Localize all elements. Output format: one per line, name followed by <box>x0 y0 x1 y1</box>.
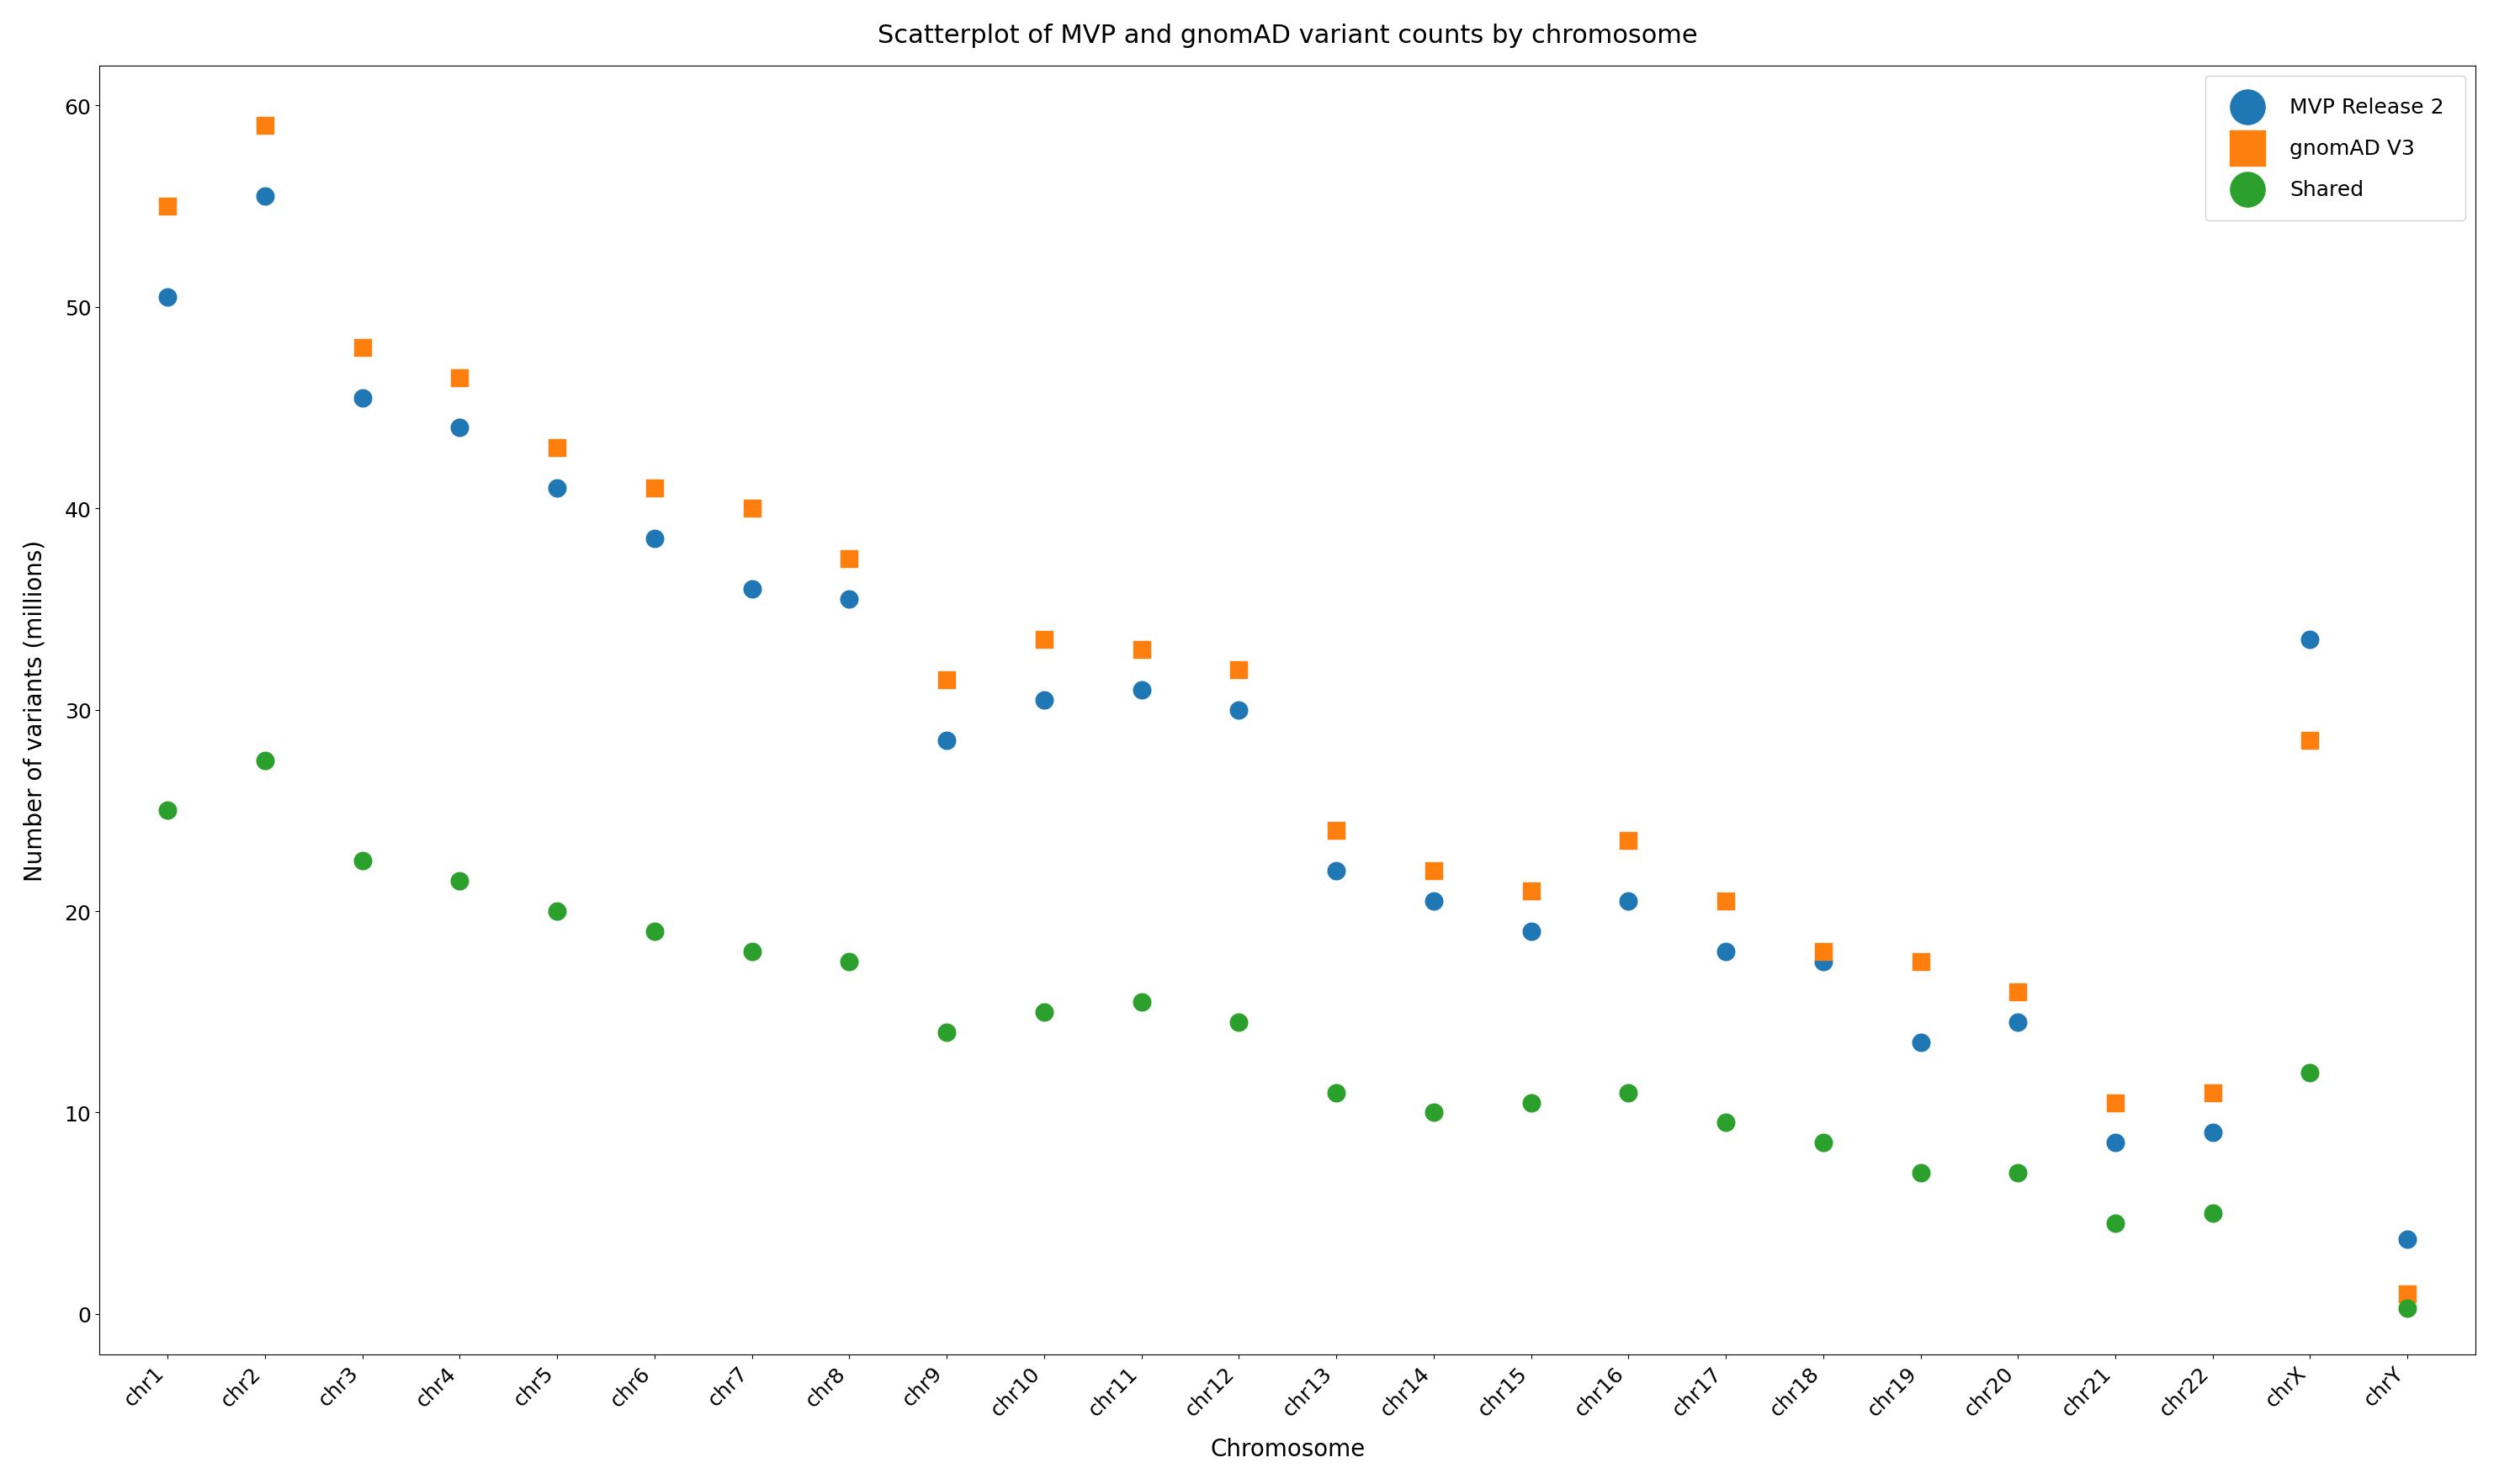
Shared <box>1025 1000 1065 1024</box>
MVP Release 2 <box>1804 950 1844 974</box>
MVP Release 2 <box>1902 1030 1942 1054</box>
gnomAD V3 <box>245 114 285 138</box>
MVP Release 2 <box>1122 678 1162 702</box>
gnomAD V3 <box>1025 628 1065 651</box>
MVP Release 2 <box>2387 1227 2427 1251</box>
Shared <box>1997 1162 2037 1186</box>
Shared <box>1122 990 1162 1014</box>
gnomAD V3 <box>927 668 967 692</box>
Shared <box>830 950 870 974</box>
MVP Release 2 <box>342 386 382 410</box>
Shared <box>2192 1202 2232 1226</box>
Shared <box>1609 1080 1649 1104</box>
Shared <box>2289 1061 2329 1085</box>
gnomAD V3 <box>1317 819 1357 843</box>
Y-axis label: Number of variants (millions): Number of variants (millions) <box>22 540 47 881</box>
MVP Release 2 <box>2289 628 2329 651</box>
MVP Release 2 <box>830 588 870 611</box>
MVP Release 2 <box>440 417 480 441</box>
Shared <box>1512 1091 1552 1114</box>
gnomAD V3 <box>1220 657 1259 681</box>
MVP Release 2 <box>147 285 187 309</box>
Legend: MVP Release 2, gnomAD V3, Shared: MVP Release 2, gnomAD V3, Shared <box>2207 77 2464 221</box>
MVP Release 2 <box>245 186 285 209</box>
gnomAD V3 <box>830 548 870 571</box>
gnomAD V3 <box>2289 729 2329 752</box>
MVP Release 2 <box>2192 1120 2232 1144</box>
MVP Release 2 <box>1414 889 1454 913</box>
gnomAD V3 <box>732 497 772 521</box>
Shared <box>537 899 577 923</box>
Shared <box>1902 1162 1942 1186</box>
Shared <box>2387 1296 2427 1319</box>
Shared <box>1414 1101 1454 1125</box>
MVP Release 2 <box>1220 699 1259 723</box>
gnomAD V3 <box>635 476 675 500</box>
MVP Release 2 <box>927 729 967 752</box>
MVP Release 2 <box>1997 1011 2037 1034</box>
gnomAD V3 <box>440 367 480 390</box>
gnomAD V3 <box>1122 638 1162 662</box>
gnomAD V3 <box>537 436 577 460</box>
gnomAD V3 <box>2387 1282 2427 1306</box>
Shared <box>1804 1131 1844 1155</box>
Shared <box>147 798 187 822</box>
Shared <box>1220 1011 1259 1034</box>
Shared <box>440 870 480 893</box>
Shared <box>245 748 285 772</box>
gnomAD V3 <box>1902 950 1942 974</box>
gnomAD V3 <box>342 335 382 359</box>
Shared <box>1707 1112 1747 1135</box>
MVP Release 2 <box>635 527 675 551</box>
MVP Release 2 <box>1317 859 1357 883</box>
MVP Release 2 <box>1512 920 1552 944</box>
gnomAD V3 <box>2094 1091 2134 1114</box>
Shared <box>342 849 382 873</box>
Title: Scatterplot of MVP and gnomAD variant counts by chromosome: Scatterplot of MVP and gnomAD variant co… <box>877 24 1697 47</box>
gnomAD V3 <box>1414 859 1454 883</box>
gnomAD V3 <box>147 194 187 218</box>
gnomAD V3 <box>1997 979 2037 1003</box>
Shared <box>927 1021 967 1045</box>
X-axis label: Chromosome: Chromosome <box>1210 1437 1364 1460</box>
Shared <box>2094 1211 2134 1235</box>
Shared <box>732 939 772 963</box>
MVP Release 2 <box>537 476 577 500</box>
gnomAD V3 <box>1609 830 1649 853</box>
gnomAD V3 <box>1512 880 1552 904</box>
Shared <box>635 920 675 944</box>
MVP Release 2 <box>1609 889 1649 913</box>
MVP Release 2 <box>2094 1131 2134 1155</box>
MVP Release 2 <box>732 577 772 601</box>
Shared <box>1317 1080 1357 1104</box>
MVP Release 2 <box>1025 689 1065 712</box>
gnomAD V3 <box>2192 1080 2232 1104</box>
gnomAD V3 <box>1804 939 1844 963</box>
gnomAD V3 <box>1707 889 1747 913</box>
MVP Release 2 <box>1707 939 1747 963</box>
